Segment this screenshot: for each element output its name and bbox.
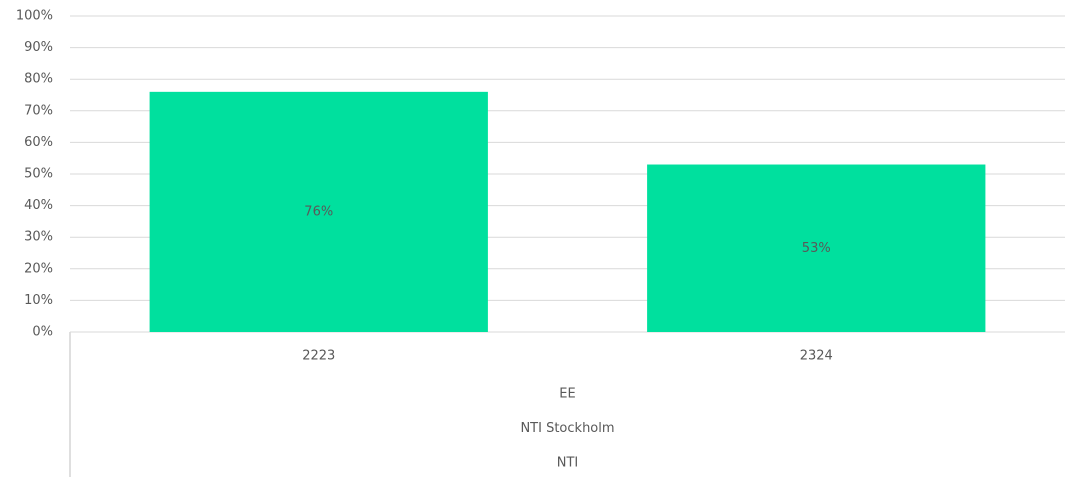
- category-group-label: NTI Stockholm: [520, 421, 614, 436]
- y-tick-label: 70%: [24, 103, 53, 118]
- y-tick-label: 100%: [16, 9, 53, 24]
- y-tick-label: 90%: [24, 40, 53, 55]
- x-tick-label: 2324: [800, 349, 833, 364]
- y-tick-label: 80%: [24, 72, 53, 87]
- bar: [149, 91, 488, 332]
- y-tick-label: 50%: [24, 167, 53, 182]
- data-label: 53%: [802, 241, 831, 256]
- y-tick-label: 20%: [24, 261, 53, 276]
- bar: [647, 164, 986, 332]
- y-tick-label: 40%: [24, 198, 53, 213]
- x-tick-label: 2223: [302, 349, 335, 364]
- y-tick-label: 30%: [24, 230, 53, 245]
- data-label: 76%: [304, 204, 333, 219]
- y-tick-label: 0%: [32, 325, 53, 340]
- category-group-label: NTI: [557, 456, 579, 471]
- y-tick-label: 60%: [24, 135, 53, 150]
- category-group-label: EE: [559, 387, 575, 402]
- y-tick-label: 10%: [24, 293, 53, 308]
